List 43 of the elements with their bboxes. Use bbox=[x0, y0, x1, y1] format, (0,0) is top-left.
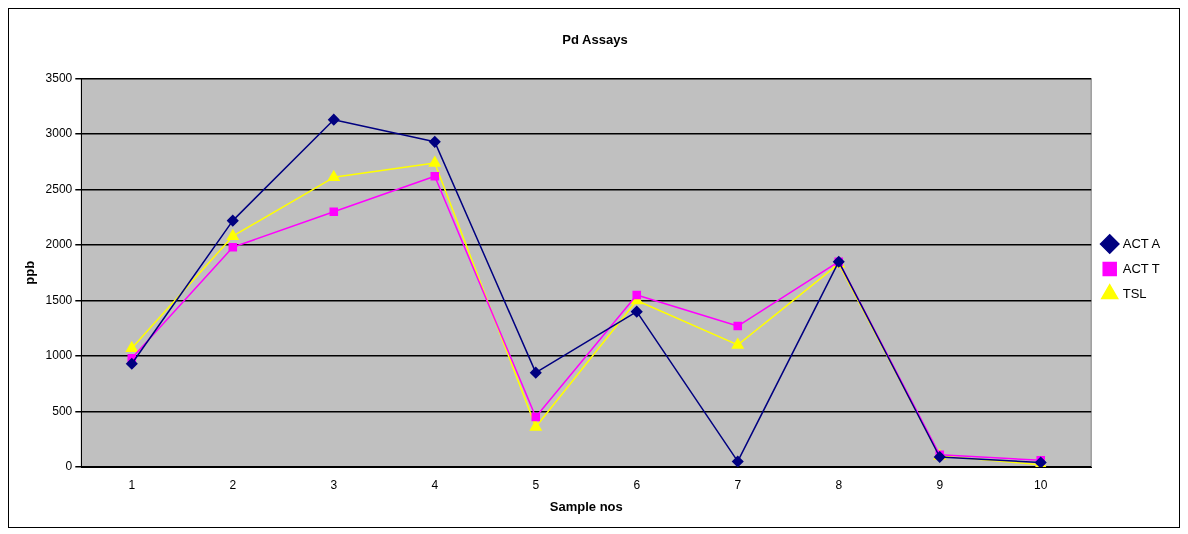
y-tick-label: 3500 bbox=[45, 70, 73, 85]
point bbox=[329, 207, 339, 217]
point bbox=[125, 341, 138, 353]
point bbox=[632, 290, 642, 300]
chart-title: Pd Assays bbox=[562, 32, 628, 48]
x-tick-label: 7 bbox=[734, 477, 742, 492]
point bbox=[428, 156, 441, 167]
y-tick-label: 500 bbox=[52, 403, 73, 418]
point bbox=[328, 113, 340, 126]
x-tick-label: 3 bbox=[330, 477, 338, 492]
x-tick-label: 5 bbox=[532, 477, 540, 492]
legend-label: ACT T bbox=[1122, 260, 1160, 276]
point bbox=[529, 420, 542, 431]
y-tick-label: 3000 bbox=[45, 126, 73, 141]
point bbox=[531, 412, 541, 422]
point bbox=[732, 455, 744, 467]
y-tick-label: 1000 bbox=[45, 348, 73, 363]
point bbox=[327, 170, 340, 182]
y-tick-label: 0 bbox=[65, 459, 73, 474]
point bbox=[126, 358, 138, 370]
legend-label: ACT A bbox=[1122, 235, 1161, 251]
point bbox=[631, 305, 643, 318]
y-tick-label: 1500 bbox=[45, 292, 73, 307]
legend-label: TSL bbox=[1122, 285, 1147, 301]
x-tick-label: 8 bbox=[835, 477, 843, 492]
point bbox=[731, 338, 744, 349]
x-tick-label: 10 bbox=[1034, 477, 1048, 492]
point bbox=[429, 136, 441, 148]
x-tick-label: 1 bbox=[128, 477, 136, 492]
y-tick-label: 2500 bbox=[45, 181, 73, 196]
y-tick-label: 2000 bbox=[45, 237, 73, 252]
point bbox=[228, 242, 238, 252]
point bbox=[226, 229, 239, 240]
point bbox=[733, 321, 743, 331]
x-tick-label: 4 bbox=[431, 477, 439, 492]
x-tick-label: 6 bbox=[633, 477, 641, 492]
y-axis-title: ppb bbox=[22, 260, 38, 285]
point bbox=[227, 214, 239, 227]
x-tick-label: 2 bbox=[229, 477, 237, 492]
point bbox=[530, 366, 542, 379]
x-axis-title: Sample nos bbox=[549, 498, 623, 514]
x-tick-label: 9 bbox=[936, 477, 944, 492]
point bbox=[430, 171, 440, 181]
